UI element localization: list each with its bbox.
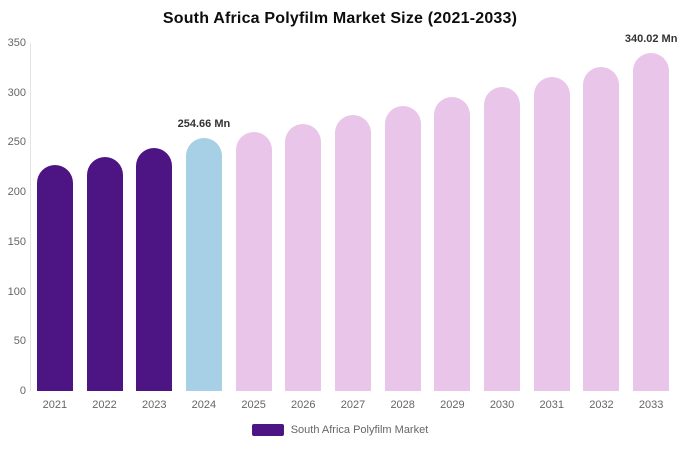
data-label-2033: 340.02 Mn: [624, 32, 678, 45]
y-tick-label-50: 50: [13, 335, 26, 348]
x-tick-label-2027: 2027: [340, 399, 366, 411]
y-tick-label-250: 250: [7, 136, 26, 149]
x-tick-label-2021: 2021: [42, 399, 68, 411]
bar-2028[interactable]: [384, 105, 421, 391]
x-tick-label-2032: 2032: [589, 399, 614, 411]
x-tick-label-2024: 2024: [191, 399, 217, 411]
y-tick-label-350: 350: [7, 37, 26, 49]
bar-2029[interactable]: [434, 96, 471, 391]
y-tick-label-300: 300: [7, 86, 26, 99]
y-tick-label-100: 100: [7, 285, 26, 298]
x-tick-label-2029: 2029: [440, 399, 465, 411]
bar-2026[interactable]: [285, 123, 322, 391]
legend-label: South Africa Polyfilm Market: [290, 424, 429, 436]
x-tick-label-2026: 2026: [291, 399, 316, 411]
x-tick-label-2022: 2022: [92, 399, 117, 411]
y-tick-label-200: 200: [7, 186, 26, 199]
bar-2027[interactable]: [335, 114, 371, 391]
plot-area: 2021 2022 2023 2024 2025 2026 2027 2028 2029 2030…: [30, 33, 677, 411]
x-tick-label-2030: 2030: [489, 399, 515, 411]
bar-2030[interactable]: [484, 86, 521, 391]
legend[interactable]: South Africa Polyfilm Market: [0, 424, 680, 436]
y-tick-label-150: 150: [7, 235, 26, 248]
y-tick-label-0: 0: [19, 385, 26, 397]
bar-2022[interactable]: [86, 157, 123, 391]
legend-swatch: [251, 424, 284, 436]
x-tick-label-2031: 2031: [539, 399, 564, 411]
bar-2024[interactable]: [185, 137, 222, 391]
x-tick-label-2025: 2025: [241, 399, 266, 411]
chart-title: South Africa Polyfilm Market Size (2021-…: [162, 10, 518, 27]
bar-2032[interactable]: [583, 66, 620, 391]
bar-2033[interactable]: [633, 52, 670, 391]
x-tick-label-2023: 2023: [141, 399, 167, 411]
bar-2025[interactable]: [235, 131, 272, 391]
x-tick-label-2028: 2028: [390, 399, 415, 411]
x-tick-label-2033: 2033: [638, 399, 664, 411]
y-axis-line: [30, 43, 31, 391]
bar-2031[interactable]: [533, 76, 570, 391]
bar-2023[interactable]: [136, 148, 173, 391]
data-label-2024: 254.66 Mn: [177, 117, 231, 130]
bar-2021[interactable]: [36, 165, 73, 391]
